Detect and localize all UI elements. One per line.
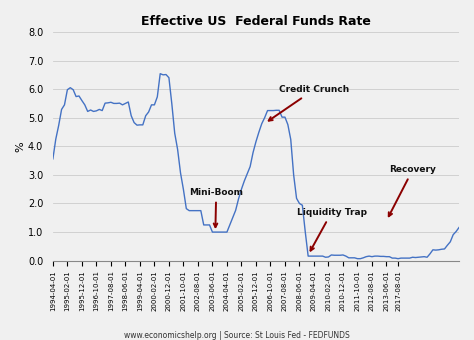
Title: Effective US  Federal Funds Rate: Effective US Federal Funds Rate — [141, 15, 371, 28]
Text: Liquidity Trap: Liquidity Trap — [297, 208, 366, 251]
Text: Mini-Boom: Mini-Boom — [189, 188, 243, 227]
Text: Credit Crunch: Credit Crunch — [269, 85, 349, 121]
Text: www.economicshelp.org | Source: St Louis Fed - FEDFUNDS: www.economicshelp.org | Source: St Louis… — [124, 331, 350, 340]
Y-axis label: %: % — [15, 141, 25, 152]
Text: Recovery: Recovery — [389, 165, 436, 216]
